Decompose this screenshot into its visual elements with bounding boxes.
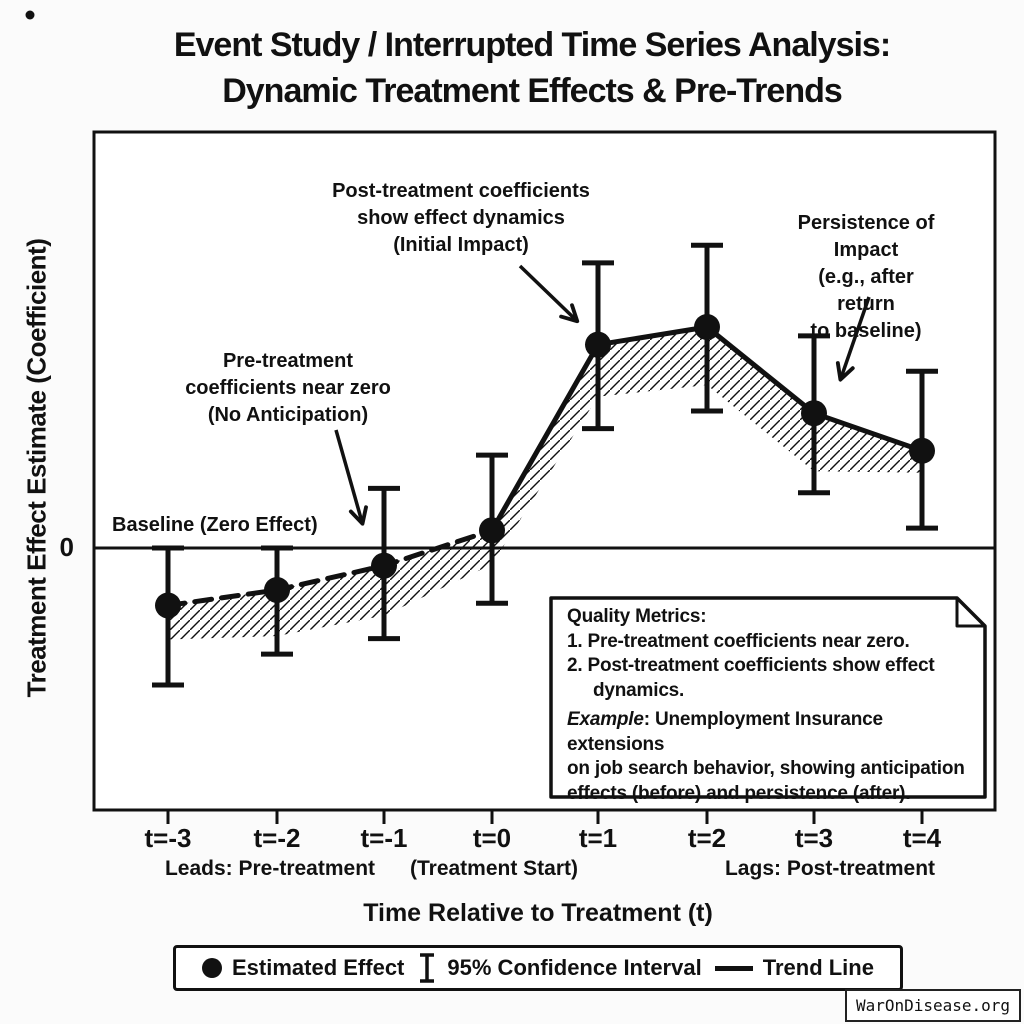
x-tick-label: t=-1	[360, 823, 408, 853]
baseline-label: Baseline (Zero Effect)	[112, 514, 318, 536]
error-bar-icon	[420, 953, 435, 983]
x-sublabel-treatment-start: (Treatment Start)	[409, 857, 579, 880]
x-sublabel-lags: Lags: Post-treatment	[724, 857, 936, 880]
trend-line-pre	[165, 527, 495, 608]
quality-example-line2: on job search behavior, showing anticipa…	[567, 758, 965, 779]
quality-example-line1: Example: Unemployment Insurance extensio…	[567, 708, 977, 757]
example-line1-rest: : Unemployment Insurance extensions	[567, 709, 883, 755]
legend-item-trend-line: Trend Line	[714, 955, 874, 981]
title-line-1: Event Study / Interrupted Time Series An…	[173, 26, 891, 64]
legend-label-trend-line: Trend Line	[762, 955, 874, 980]
x-tick-label: t=4	[902, 823, 942, 853]
annotation-persistence: Persistence of Impact (e.g., after retur…	[797, 212, 935, 342]
quality-metric-2-cont: dynamics.	[593, 679, 685, 701]
legend-item-confidence-interval: 95% Confidence Interval	[417, 950, 702, 986]
arrow-initial-impact	[518, 264, 580, 324]
data-point	[585, 331, 611, 358]
data-point	[694, 314, 720, 340]
legend-label-estimated-effect: Estimated Effect	[232, 955, 405, 980]
example-label: Example	[567, 709, 644, 730]
data-point	[801, 400, 827, 427]
y-tick-zero: 0	[59, 532, 74, 562]
y-axis-label: Treatment Effect Estimate (Coefficient)	[21, 238, 52, 698]
quality-box-outline	[549, 596, 987, 799]
x-tick-label: t=3	[794, 823, 834, 853]
quality-example-line3: effects (before) and persistence (after)…	[567, 782, 911, 804]
chart-layer	[94, 242, 995, 824]
x-tick-label: t=1	[578, 823, 618, 853]
quality-metric-1: 1. Pre-treatment coefficients near zero.	[567, 630, 910, 652]
data-point	[479, 517, 505, 544]
arrow-persistence	[835, 296, 871, 382]
data-point	[371, 552, 397, 579]
arrow-no-anticipation	[334, 429, 368, 526]
line-marker-icon	[714, 965, 753, 971]
quality-box-dogear-icon	[955, 598, 985, 628]
x-tick-label: t=2	[687, 823, 727, 853]
quality-metric-2: 2. Post-treatment coefficients show effe…	[567, 655, 935, 676]
annotation-post-treatment: Post-treatment coefficients show effect …	[332, 180, 590, 256]
x-sublabel-leads: Leads: Pre-treatment	[164, 857, 376, 880]
x-tick-label: t=-3	[144, 823, 192, 853]
hatch-shading	[168, 327, 922, 640]
dot-marker-icon	[202, 958, 222, 978]
ink-blot	[25, 10, 35, 20]
chart-title: Event Study / Interrupted Time Series An…	[40, 22, 1024, 114]
data-point	[909, 437, 935, 464]
legend-item-estimated-effect: Estimated Effect	[202, 955, 404, 981]
data-point	[155, 592, 181, 619]
x-axis-label: Time Relative to Treatment (t)	[363, 899, 713, 927]
legend-label-confidence-interval: 95% Confidence Interval	[447, 955, 702, 980]
legend: Estimated Effect 95% Confidence Interval…	[173, 945, 903, 991]
annotation-pre-treatment: Pre-treatment coefficients near zero (No…	[185, 350, 391, 426]
x-tick-label: t=0	[472, 823, 512, 853]
title-line-2: Dynamic Treatment Effects & Pre-Trends	[222, 72, 843, 110]
data-point	[264, 576, 290, 603]
x-tick-label: t=-2	[253, 823, 301, 853]
watermark: WarOnDisease.org	[845, 989, 1021, 1022]
quality-metrics-title: Quality Metrics:	[567, 606, 707, 627]
quality-metrics-box: Quality Metrics: 1. Pre-treatment coeffi…	[567, 605, 977, 806]
